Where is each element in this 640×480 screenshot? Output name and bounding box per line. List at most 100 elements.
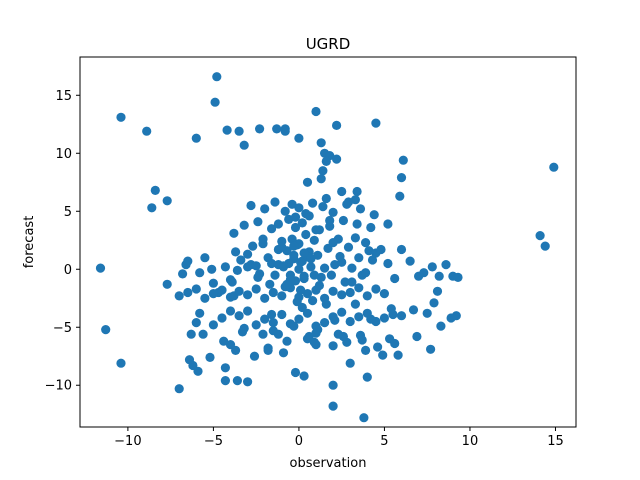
data-point — [296, 285, 306, 295]
data-point — [328, 238, 338, 248]
data-point — [316, 272, 326, 282]
data-point — [393, 350, 403, 360]
data-point — [309, 270, 319, 280]
data-point — [282, 336, 292, 346]
data-point — [366, 314, 376, 324]
data-point — [362, 291, 372, 301]
data-point — [186, 329, 196, 339]
data-point — [453, 272, 463, 282]
chart-title: UGRD — [306, 35, 351, 53]
y-tick-label: 0 — [64, 263, 72, 278]
data-point — [294, 314, 304, 324]
data-point — [371, 284, 381, 294]
data-point — [361, 238, 371, 248]
data-point — [268, 318, 278, 328]
data-point — [318, 166, 328, 176]
data-point — [294, 133, 304, 143]
data-point — [208, 320, 218, 330]
data-point — [330, 260, 340, 270]
data-point — [371, 118, 381, 128]
data-point — [212, 72, 222, 82]
data-point — [239, 220, 249, 230]
data-point — [342, 337, 352, 347]
data-point — [316, 174, 326, 184]
plot-frame — [79, 56, 577, 428]
data-point — [234, 126, 244, 136]
data-point — [195, 268, 205, 278]
data-point — [333, 329, 343, 339]
data-point — [302, 334, 313, 344]
scatter-points — [95, 72, 559, 423]
data-point — [294, 203, 304, 213]
data-point — [306, 262, 316, 272]
data-point — [195, 308, 205, 318]
data-point — [234, 311, 244, 321]
data-point — [208, 289, 218, 299]
data-point — [432, 286, 443, 296]
data-point — [239, 323, 249, 333]
data-point — [309, 337, 319, 347]
y-axis-ticks: −10 −5 0 5 10 15 — [45, 89, 80, 394]
data-point — [328, 380, 338, 390]
data-point — [267, 258, 277, 269]
data-point — [352, 186, 362, 197]
data-point — [367, 255, 378, 265]
data-point — [434, 271, 444, 281]
data-point — [321, 299, 331, 309]
data-point — [280, 126, 290, 136]
data-point — [260, 204, 270, 214]
data-point — [229, 228, 239, 238]
data-point — [220, 376, 230, 386]
data-point — [219, 336, 229, 346]
data-point — [150, 185, 160, 195]
data-point — [297, 218, 307, 228]
data-point — [321, 193, 331, 204]
data-point — [326, 270, 336, 280]
data-point — [441, 260, 451, 270]
data-point — [311, 106, 321, 117]
data-point — [183, 287, 193, 298]
data-point — [320, 263, 330, 273]
data-point — [373, 342, 383, 352]
y-tick-label: −10 — [45, 379, 72, 394]
data-point — [383, 219, 393, 229]
data-point — [313, 250, 323, 260]
data-point — [174, 384, 184, 394]
data-point — [299, 248, 309, 258]
data-point — [379, 289, 389, 299]
y-tick-label: 5 — [64, 205, 72, 220]
data-point — [332, 120, 342, 130]
data-point — [208, 278, 218, 288]
data-point — [289, 321, 299, 331]
data-point — [354, 283, 364, 293]
data-point — [273, 219, 283, 229]
x-tick-label: 10 — [462, 434, 479, 449]
data-point — [193, 366, 203, 376]
data-point — [116, 112, 126, 122]
data-point — [147, 203, 157, 213]
data-point — [321, 156, 331, 166]
data-point — [345, 287, 355, 298]
data-point — [217, 313, 227, 323]
data-point — [263, 345, 273, 355]
data-point — [260, 293, 270, 303]
data-point — [354, 253, 364, 263]
data-point — [162, 279, 172, 289]
data-point — [361, 268, 371, 278]
data-point — [328, 286, 338, 296]
data-point — [243, 306, 253, 316]
data-point — [290, 222, 301, 233]
data-point — [265, 279, 275, 289]
data-point — [267, 224, 277, 234]
data-point — [220, 262, 230, 272]
data-point — [253, 272, 263, 282]
data-point — [236, 255, 246, 265]
data-point — [191, 318, 201, 328]
data-point — [205, 352, 215, 362]
data-point — [232, 265, 242, 275]
data-point — [436, 321, 446, 331]
data-point — [311, 328, 321, 338]
data-point — [325, 215, 335, 226]
data-point — [345, 316, 355, 327]
